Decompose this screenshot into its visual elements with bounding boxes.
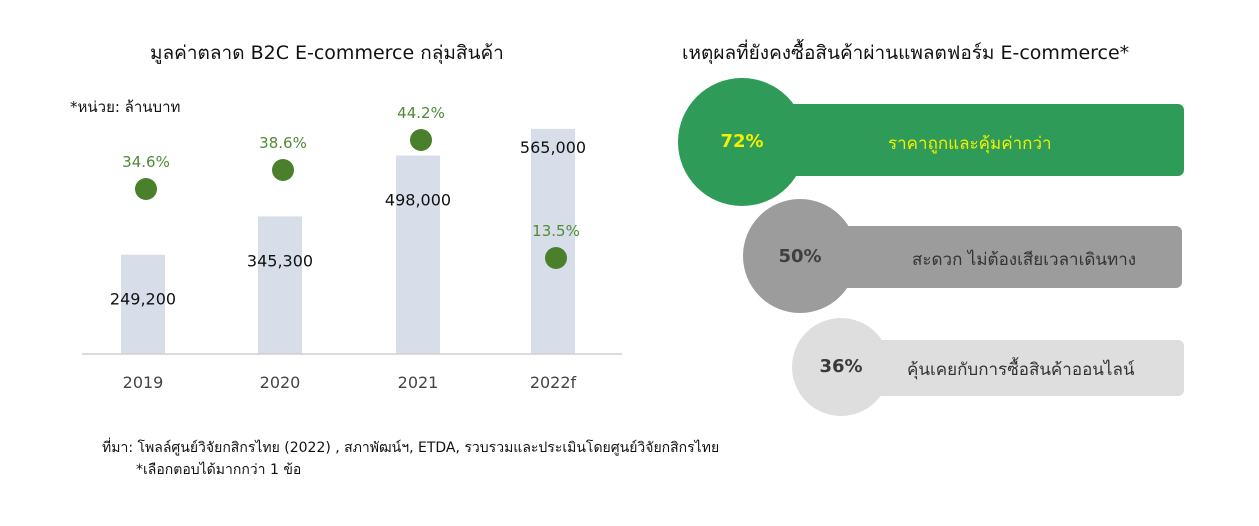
market-value-bar-chart: 249,200 2019 34.6% 345,300 2020 38.6% 498,000 2… bbox=[82, 104, 622, 392]
percent-circle bbox=[743, 199, 857, 313]
bars-layer bbox=[121, 128, 575, 354]
percent-value: 50% bbox=[778, 246, 822, 267]
percent-marker-label: 34.6% bbox=[122, 153, 170, 171]
percent-value: 72% bbox=[720, 131, 764, 152]
percent-marker bbox=[135, 178, 157, 200]
reason-bar bbox=[840, 340, 1184, 396]
reason-bar bbox=[770, 104, 1184, 176]
x-tick-label: 2019 bbox=[123, 373, 164, 392]
bar-value-label: 565,000 bbox=[520, 138, 586, 157]
percent-value: 36% bbox=[819, 356, 863, 377]
right-chart-title: เหตุผลที่ยังคงซื้อสินค้าผ่านแพลตฟอร์ม E-… bbox=[682, 42, 1130, 64]
percent-marker-label: 38.6% bbox=[259, 134, 307, 152]
unit-note: *หน่วย: ล้านบาท bbox=[70, 98, 181, 116]
left-chart-title: มูลค่าตลาด B2C E-commerce กลุ่มสินค้า bbox=[150, 42, 504, 64]
bar-value-label: 345,300 bbox=[247, 251, 313, 270]
percent-marker bbox=[410, 129, 432, 151]
percent-marker-label: 44.2% bbox=[397, 104, 445, 122]
x-tick-label: 2021 bbox=[398, 373, 439, 392]
reason-label: คุ้นเคยกับการซื้อสินค้าออนไลน์ bbox=[907, 360, 1135, 380]
x-tick-label: 2020 bbox=[260, 373, 301, 392]
labels-layer: 249,200 2019 34.6% 345,300 2020 38.6% 498,000 2… bbox=[110, 104, 586, 392]
bar-value-label: 498,000 bbox=[385, 191, 451, 210]
reason-label: สะดวก ไม่ต้องเสียเวลาเดินทาง bbox=[912, 250, 1137, 270]
bar-2021 bbox=[396, 155, 440, 354]
percent-circle bbox=[678, 78, 806, 206]
percent-marker bbox=[545, 247, 567, 269]
bar-2020 bbox=[258, 216, 302, 354]
source-note: ที่มา: โพลล์ศูนย์วิจัยกสิกรไทย (2022) , … bbox=[102, 440, 720, 456]
footnote: *เลือกตอบได้มากกว่า 1 ข้อ bbox=[136, 462, 302, 478]
x-tick-label: 2022f bbox=[530, 373, 577, 392]
percent-marker bbox=[272, 159, 294, 181]
percent-circle bbox=[792, 318, 890, 416]
reason-label: ราคาถูกและคุ้มค่ากว่า bbox=[888, 134, 1052, 154]
bar-value-label: 249,200 bbox=[110, 290, 176, 309]
bar-2022f bbox=[531, 128, 575, 354]
bar-2019 bbox=[121, 254, 165, 354]
percent-marker-label: 13.5% bbox=[532, 222, 580, 240]
